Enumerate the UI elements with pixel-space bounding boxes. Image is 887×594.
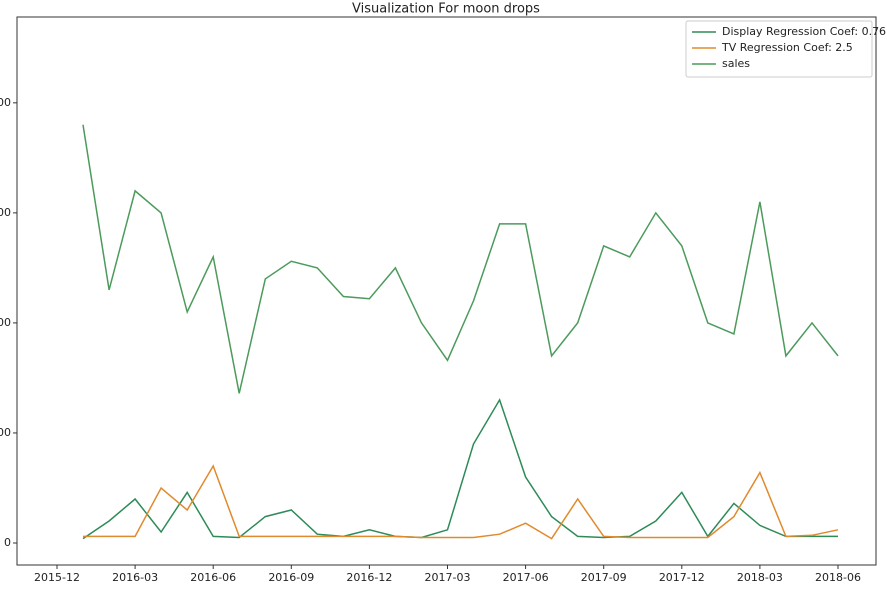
legend-label: Display Regression Coef: 0.76 (722, 25, 886, 38)
plot-frame (16, 16, 877, 566)
y-tick-label: 2000 (0, 96, 11, 109)
x-tick-label: 2016-09 (268, 571, 314, 584)
x-tick-label: 2017-12 (659, 571, 705, 584)
x-tick-label: 2015-12 (34, 571, 80, 584)
x-tick-label: 2017-09 (581, 571, 627, 584)
chart-title: Visualization For moon drops (352, 2, 540, 17)
series-line (83, 464, 839, 540)
x-tick-label: 2017-03 (425, 571, 471, 584)
legend-label: sales (722, 57, 750, 70)
y-tick-label: 1000 (0, 316, 11, 329)
series-line (82, 398, 838, 540)
x-tick-label: 2016-03 (112, 571, 158, 584)
x-tick-label: 2018-03 (737, 571, 783, 584)
y-tick-label: 1500 (0, 206, 11, 219)
legend-label: TV Regression Coef: 2.5 (721, 41, 853, 54)
legend-box (685, 20, 873, 78)
x-tick-label: 2017-06 (503, 571, 549, 584)
x-tick-label: 2018-06 (815, 571, 861, 584)
x-tick-label: 2016-06 (190, 571, 236, 584)
y-tick-label: 0 (4, 536, 11, 549)
series-line (82, 124, 839, 394)
y-tick-label: 500 (0, 426, 11, 439)
x-tick-label: 2016-12 (346, 571, 392, 584)
